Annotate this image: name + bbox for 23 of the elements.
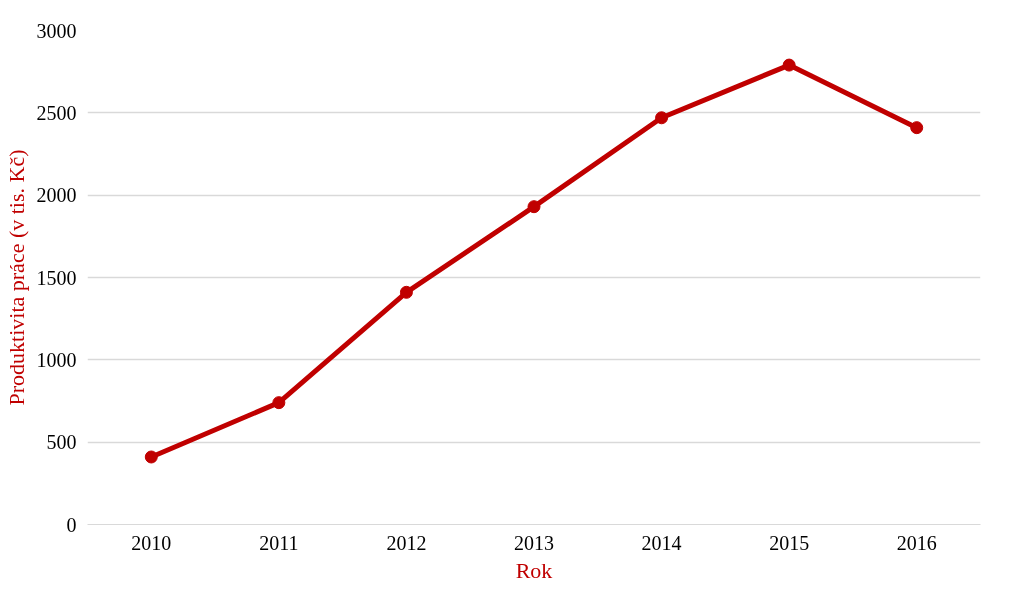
x-tick-label: 2012 <box>386 531 427 554</box>
point <box>399 285 413 299</box>
point <box>144 450 158 464</box>
x-tick-label: 2014 <box>641 531 682 554</box>
y-tick-label: 0 <box>66 513 77 536</box>
y-tick-label: 500 <box>46 431 77 454</box>
point <box>272 396 286 410</box>
x-tick-label: 2013 <box>514 531 554 554</box>
x-tick-label: 2015 <box>769 531 810 554</box>
point <box>655 111 669 125</box>
point <box>910 121 924 135</box>
point <box>527 200 541 214</box>
x-axis-title: Rok <box>515 557 553 583</box>
y-tick-label: 3000 <box>36 19 77 42</box>
y-axis-title: Produktivita práce (v tis. Kč) <box>3 149 29 406</box>
point <box>782 58 796 72</box>
y-tick-label: 1000 <box>36 348 77 371</box>
x-tick-label: 2010 <box>131 531 172 554</box>
y-tick-label: 1500 <box>36 266 77 289</box>
x-tick-label: 2011 <box>259 531 299 554</box>
x-tick-label: 2016 <box>896 531 937 554</box>
y-tick-label: 2500 <box>36 101 77 124</box>
y-tick-label: 2000 <box>36 184 77 207</box>
